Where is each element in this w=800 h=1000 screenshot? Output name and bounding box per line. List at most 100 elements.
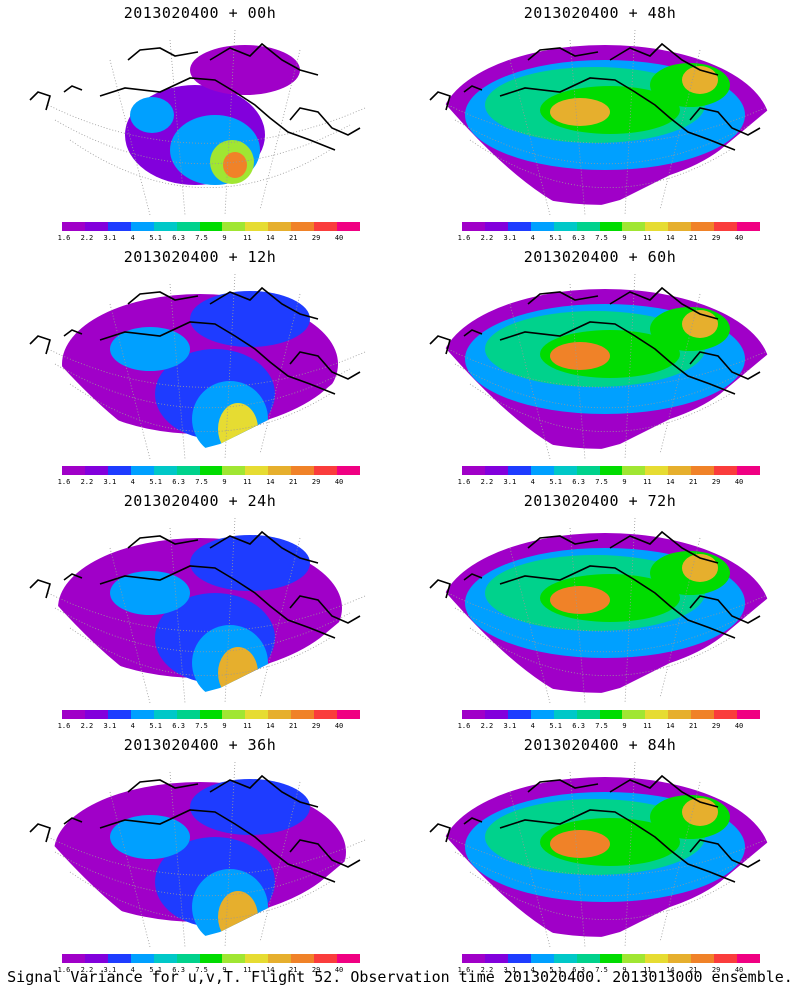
colorbar-swatch <box>107 222 131 231</box>
colorbar-swatch <box>737 954 760 963</box>
colorbar-swatch <box>599 954 623 963</box>
colorbar-swatch <box>645 954 669 963</box>
colorbar-label: 14 <box>266 722 275 730</box>
colorbar-label: 3.1 <box>503 966 517 974</box>
colorbar-labels: 1.6 2.2 3.1 4 5.1 6.3 7.5 9 11 14 21 29 40 <box>458 234 760 244</box>
variance-map <box>429 517 770 704</box>
colorbar-label: 21 <box>689 966 698 974</box>
colorbar-swatch <box>622 466 646 475</box>
colorbar-swatch <box>691 222 715 231</box>
variance-contour <box>550 586 610 614</box>
colorbar-swatch <box>714 954 738 963</box>
colorbar-label: 3.1 <box>103 722 117 730</box>
colorbar-label: 40 <box>734 722 744 730</box>
colorbar-label: 5.1 <box>149 966 163 974</box>
colorbar-swatch <box>130 222 154 231</box>
colorbar-swatch <box>268 466 292 475</box>
colorbar-label: 1.6 <box>57 722 71 730</box>
figure-caption: Signal Variance for u,v,T. Flight 52. Ob… <box>7 968 793 986</box>
colorbar-labels: 1.6 2.2 3.1 4 5.1 6.3 7.5 9 11 14 21 29 40 <box>458 966 760 976</box>
variance-contour <box>190 535 310 591</box>
colorbar-swatch <box>622 710 646 719</box>
colorbar-swatch <box>530 466 554 475</box>
colorbar-label: 1.6 <box>457 234 471 242</box>
coastline <box>29 774 361 883</box>
coastline <box>29 42 361 151</box>
colorbar-label: 2.2 <box>480 478 494 486</box>
colorbar-swatch <box>84 954 108 963</box>
colorbar-label: 7.5 <box>195 234 208 242</box>
colorbar-swatch <box>268 954 292 963</box>
variance-map <box>429 29 770 216</box>
colorbar-label: 40 <box>734 966 744 974</box>
colorbar-label: 1.6 <box>57 478 71 486</box>
variance-contour <box>218 891 258 943</box>
colorbar-label: 21 <box>689 234 698 242</box>
colorbar-label: 9 <box>222 478 227 486</box>
map-panel: 2013020400 + 84h 1.6 2.2 3.1 4 5.1 6.3 7.5 9 11 14… <box>400 732 800 976</box>
colorbar-swatch <box>176 466 200 475</box>
colorbar-swatch <box>222 222 246 231</box>
colorbar-swatch <box>668 954 692 963</box>
coastline <box>429 42 761 151</box>
variance-contour <box>550 342 610 370</box>
colorbar-swatch <box>668 222 692 231</box>
colorbar-label: 14 <box>666 722 675 730</box>
colorbar-label: 6.3 <box>172 966 185 974</box>
colorbar-swatch <box>291 466 315 475</box>
colorbar-swatch <box>62 222 85 231</box>
colorbar-swatch <box>130 466 154 475</box>
colorbar-label: 2.2 <box>80 234 94 242</box>
colorbar-label: 1.6 <box>457 722 471 730</box>
colorbar-label: 2.2 <box>480 234 494 242</box>
colorbar-label: 21 <box>289 966 298 974</box>
colorbar-label: 1.6 <box>57 234 71 242</box>
colorbar-label: 1.6 <box>57 966 71 974</box>
colorbar-label: 9 <box>222 966 227 974</box>
colorbar-swatch <box>222 954 246 963</box>
colorbar-swatch <box>84 222 108 231</box>
colorbar-label: 21 <box>289 722 298 730</box>
colorbar-swatch <box>199 466 223 475</box>
colorbar-swatch <box>130 954 154 963</box>
colorbar-labels: 1.6 2.2 3.1 4 5.1 6.3 7.5 9 11 14 21 29 40 <box>58 966 360 976</box>
colorbar-label: 14 <box>266 234 275 242</box>
colorbar-label: 6.3 <box>572 478 585 486</box>
variance-map <box>429 273 770 460</box>
colorbar-swatch <box>337 222 360 231</box>
map-panel: 2013020400 + 00h 1.6 2.2 3.1 4 5.1 6.3 7.5 9 11 14… <box>0 0 400 244</box>
colorbar-label: 7.5 <box>595 966 608 974</box>
colorbar-swatch <box>291 222 315 231</box>
colorbar-swatch <box>130 710 154 719</box>
colorbar-swatch <box>553 954 577 963</box>
colorbar-swatch <box>645 710 669 719</box>
colorbar-swatch <box>576 954 600 963</box>
colorbar-label: 6.3 <box>172 234 185 242</box>
colorbar-label: 40 <box>334 722 344 730</box>
colorbar-swatch <box>484 222 508 231</box>
colorbar-label: 14 <box>666 234 675 242</box>
colorbar-label: 9 <box>622 234 627 242</box>
map-panel: 2013020400 + 48h 1.6 2.2 3.1 4 5.1 6.3 7.5 9 11 14… <box>400 0 800 244</box>
variance-contour <box>110 815 190 859</box>
panel-title: 2013020400 + 72h <box>523 492 677 510</box>
colorbar <box>62 710 360 719</box>
colorbar-label: 6.3 <box>572 966 585 974</box>
colorbar-label: 7.5 <box>595 234 608 242</box>
colorbar-swatch <box>199 710 223 719</box>
colorbar-swatch <box>268 222 292 231</box>
colorbar-swatch <box>645 466 669 475</box>
colorbar-labels: 1.6 2.2 3.1 4 5.1 6.3 7.5 9 11 14 21 29 40 <box>58 478 360 488</box>
colorbar-label: 5.1 <box>549 722 563 730</box>
colorbar-label: 14 <box>266 478 275 486</box>
colorbar-label: 11 <box>643 234 652 242</box>
colorbar-swatch <box>222 710 246 719</box>
variance-map <box>29 273 366 460</box>
colorbar-swatch <box>599 466 623 475</box>
colorbar-label: 2.2 <box>480 966 494 974</box>
graticule <box>447 517 766 704</box>
colorbar-swatch <box>668 466 692 475</box>
colorbar-label: 3.1 <box>503 478 517 486</box>
colorbar-swatch <box>176 222 200 231</box>
colorbar-swatch <box>530 954 554 963</box>
